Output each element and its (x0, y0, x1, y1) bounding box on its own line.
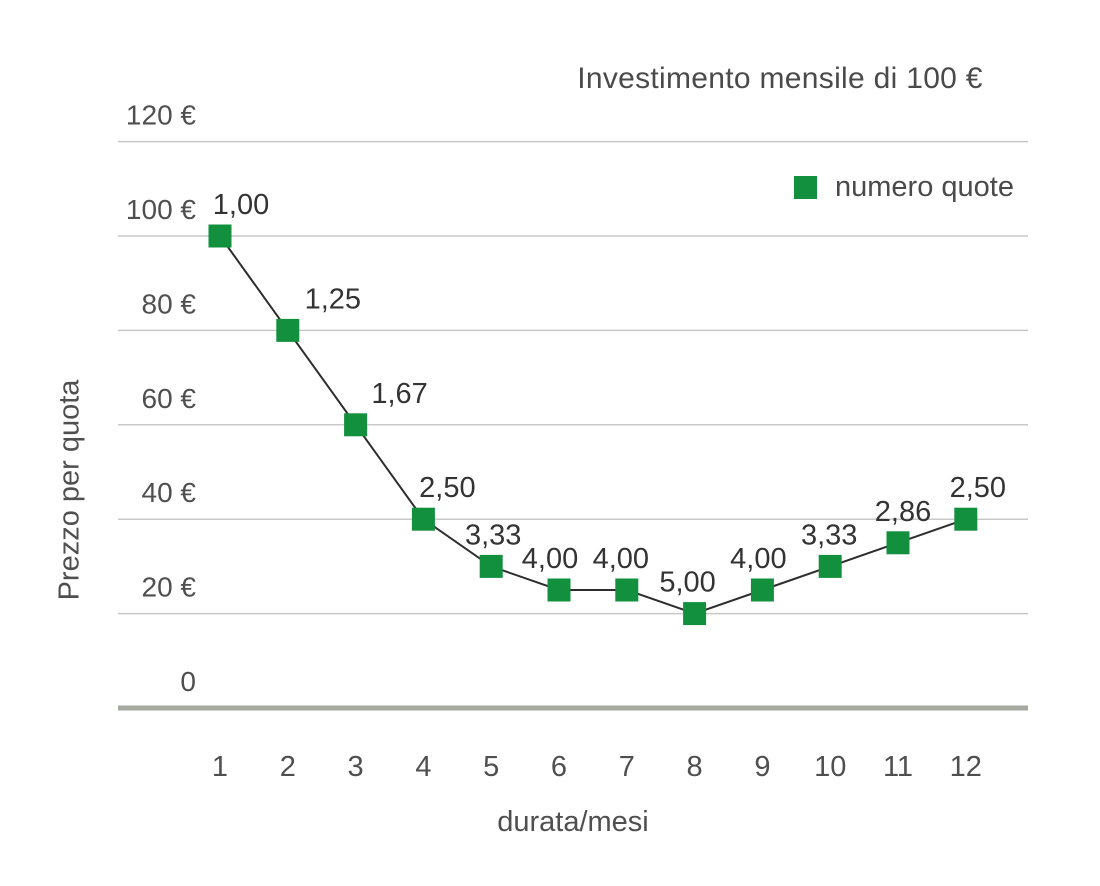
data-point-marker (750, 578, 774, 602)
x-axis-title: durata/mesi (497, 806, 649, 838)
data-point-marker (276, 318, 300, 342)
x-tick-label: 2 (280, 751, 296, 783)
data-point-marker (479, 554, 503, 578)
y-tick-label: 60 € (142, 383, 197, 414)
y-tick-label: 100 € (126, 194, 196, 225)
data-point-label: 5,00 (659, 567, 715, 599)
data-point-marker (547, 578, 571, 602)
data-point-marker (954, 507, 978, 531)
x-tick-label: 4 (415, 751, 431, 783)
y-tick-label: 80 € (142, 288, 197, 319)
y-tick-label: 20 € (142, 572, 197, 603)
x-tick-label: 3 (348, 751, 364, 783)
data-point-label: 1,00 (213, 189, 269, 221)
data-point-label: 1,67 (371, 378, 427, 410)
data-point-label: 4,00 (730, 543, 786, 575)
data-point-marker (886, 531, 910, 555)
y-tick-label: 120 € (126, 100, 196, 131)
x-tick-label: 7 (619, 751, 635, 783)
data-point-label: 2,50 (419, 472, 475, 504)
data-point-marker (411, 507, 435, 531)
data-point-label: 4,00 (522, 543, 578, 575)
x-tick-label: 8 (687, 751, 703, 783)
data-point-marker (208, 224, 232, 248)
data-point-marker (683, 602, 707, 626)
x-tick-label: 6 (551, 751, 567, 783)
x-tick-label: 9 (754, 751, 770, 783)
legend-label: numero quote (835, 171, 1014, 203)
x-tick-label: 12 (950, 751, 982, 783)
x-tick-label: 11 (883, 751, 913, 783)
x-tick-label: 1 (212, 751, 228, 783)
data-point-label: 1,25 (305, 283, 361, 315)
data-point-marker (344, 413, 368, 437)
data-point-label: 3,33 (465, 519, 521, 551)
x-tick-label: 10 (814, 751, 846, 783)
chart-title: Investimento mensile di 100 € (577, 62, 983, 95)
y-tick-label: 0 (180, 666, 196, 697)
y-tick-label: 40 € (142, 477, 197, 508)
data-point-label: 2,50 (950, 472, 1006, 504)
data-point-marker (615, 578, 639, 602)
legend-marker-square-icon (794, 176, 817, 199)
legend: numero quote (794, 171, 1014, 204)
data-point-label: 3,33 (801, 519, 857, 551)
data-point-marker (818, 554, 842, 578)
x-tick-label: 5 (483, 751, 499, 783)
data-point-label: 2,86 (875, 496, 931, 528)
data-point-label: 4,00 (593, 543, 649, 575)
